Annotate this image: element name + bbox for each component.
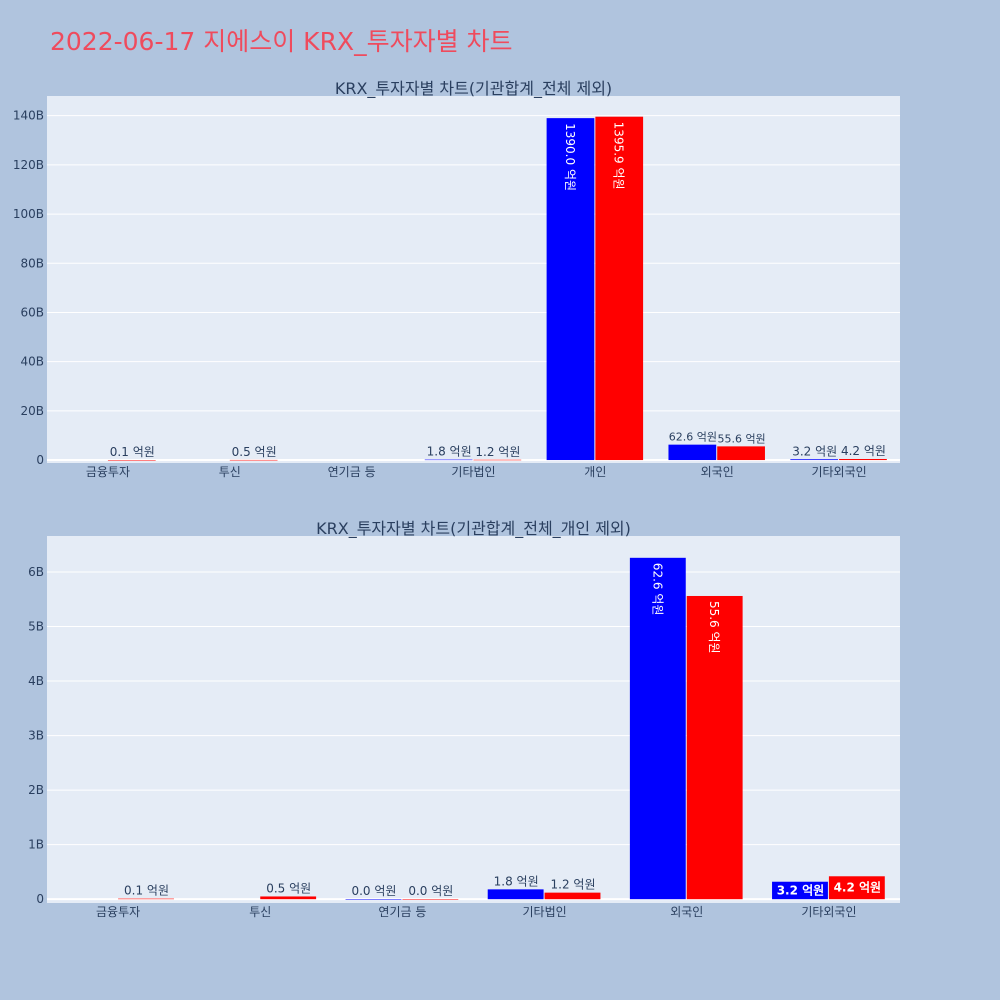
bar-1 [790, 459, 839, 461]
x-tick-label: 금융투자 [86, 465, 130, 479]
bar-1 [546, 118, 595, 461]
data-label: 3.2 억원 [777, 883, 825, 897]
chart-title: KRX_투자자별 차트(기관합계_전체_개인 제외) [316, 519, 631, 539]
bar-2 [473, 459, 522, 461]
data-label: 3.2 억원 [792, 444, 837, 458]
data-label: 0.1 억원 [124, 884, 169, 898]
bar-2 [260, 896, 317, 900]
y-tick-label: 5B [28, 620, 44, 634]
data-label: 1390.0 억원 [563, 123, 577, 191]
plot-area [47, 96, 900, 463]
x-tick-label: 기타법인 [522, 905, 566, 919]
data-label: 0.0 억원 [408, 884, 453, 898]
x-tick-label: 기타외국인 [801, 905, 856, 919]
bar-2 [402, 899, 459, 900]
y-tick-label: 6B [28, 565, 44, 579]
y-tick-label: 0 [36, 892, 44, 906]
bar-1 [424, 459, 473, 461]
data-label: 1.8 억원 [494, 874, 539, 888]
data-label: 1.2 억원 [475, 445, 520, 459]
page-title: 2022-06-17 지에스이 KRX_투자자별 차트 [50, 27, 513, 56]
x-tick-label: 기타외국인 [811, 465, 866, 479]
bar-1 [772, 881, 828, 900]
x-tick-label: 투신 [249, 905, 271, 919]
y-tick-label: 120B [13, 158, 44, 172]
y-tick-label: 20B [20, 404, 44, 418]
x-tick-label: 투신 [219, 465, 241, 479]
bar-1 [629, 557, 686, 900]
x-tick-label: 기타법인 [451, 465, 495, 479]
bar-1 [487, 889, 544, 900]
bar-2 [686, 595, 743, 900]
bar-1 [345, 899, 402, 900]
y-tick-label: 0 [36, 453, 44, 467]
bar-2 [595, 116, 644, 461]
y-tick-label: 100B [13, 207, 44, 221]
y-tick-label: 40B [20, 355, 44, 369]
data-label: 62.6 억원 [669, 431, 717, 444]
data-label: 0.0 억원 [351, 884, 396, 898]
bar-2 [839, 459, 887, 461]
data-label: 0.1 억원 [110, 445, 155, 459]
chart-2: KRX_투자자별 차트(기관합계_전체_개인 제외) 0 1B 2B 3B 4B 5B 6B 금… [28, 519, 900, 919]
x-tick-label: 외국인 [701, 465, 734, 479]
bar-2 [229, 459, 278, 461]
chart-title: KRX_투자자별 차트(기관합계_전체 제외) [335, 79, 612, 99]
data-label: 55.6 억원 [707, 601, 721, 654]
data-label: 4.2 억원 [834, 881, 882, 895]
bar-1 [668, 444, 717, 461]
data-label: 1.8 억원 [427, 445, 472, 459]
x-tick-label: 연기금 등 [378, 905, 426, 919]
y-tick-label: 4B [28, 674, 44, 688]
bar-2 [544, 892, 601, 900]
chart-1: KRX_투자자별 차트(기관합계_전체 제외) 0 20B 40B 60B 80B 100B… [13, 79, 900, 479]
data-label: 62.6 억원 [650, 563, 664, 616]
data-label: 1395.9 억원 [612, 122, 626, 190]
bar-2 [118, 898, 174, 900]
x-tick-label: 연기금 등 [328, 465, 376, 479]
x-tick-label: 금융투자 [96, 905, 140, 919]
bar-2 [107, 460, 156, 461]
data-label: 0.5 억원 [266, 881, 311, 895]
y-tick-label: 140B [13, 109, 44, 123]
y-tick-label: 1B [28, 838, 44, 852]
x-tick-label: 외국인 [670, 905, 703, 919]
bar-2 [717, 446, 765, 461]
y-tick-label: 60B [20, 305, 44, 319]
data-label: 0.5 억원 [232, 445, 277, 459]
y-tick-label: 3B [28, 729, 44, 743]
plot-area [47, 536, 900, 903]
data-label: 55.6 억원 [717, 432, 765, 445]
data-label: 4.2 억원 [841, 444, 886, 458]
bar-2 [828, 876, 885, 900]
data-label: 1.2 억원 [551, 878, 596, 892]
x-tick-label: 개인 [584, 465, 606, 479]
y-tick-label: 80B [20, 256, 44, 270]
y-tick-label: 2B [28, 783, 44, 797]
